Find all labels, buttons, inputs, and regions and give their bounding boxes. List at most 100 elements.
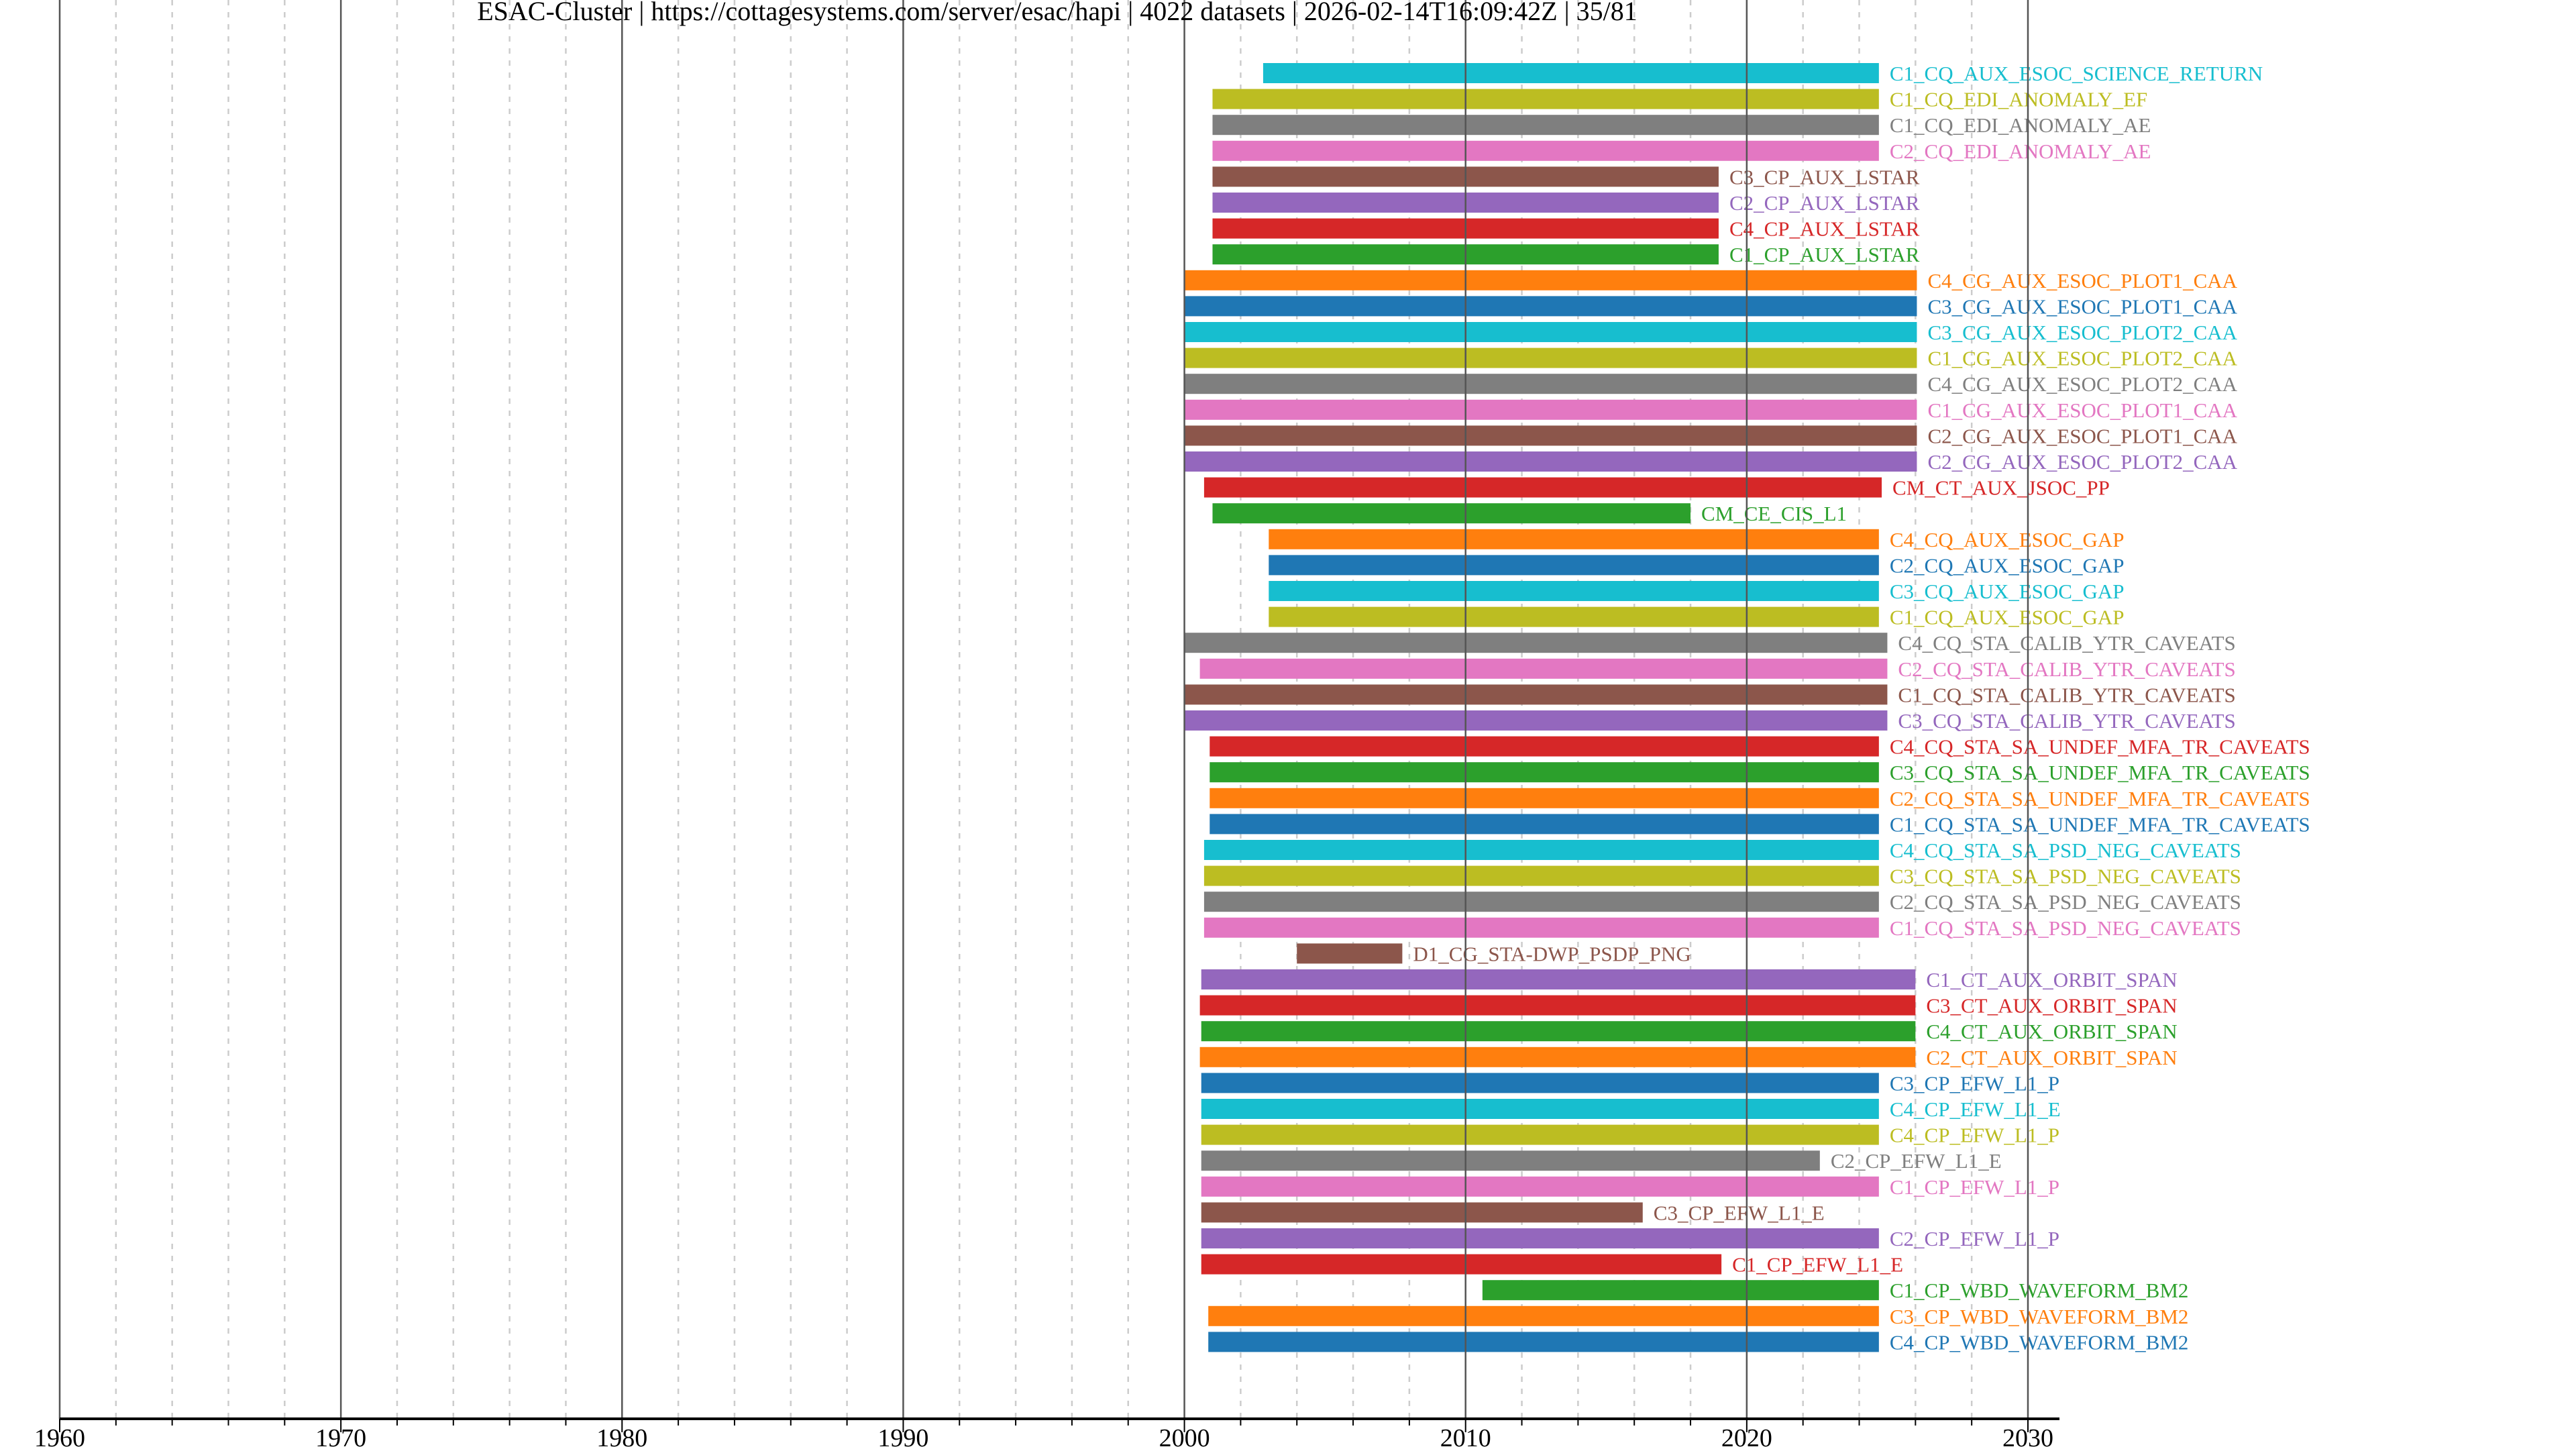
dataset-row[interactable]: C2_CP_EFW_L1_E — [1201, 1149, 2002, 1173]
dataset-bar[interactable] — [1184, 296, 1917, 317]
dataset-row[interactable]: C2_CQ_AUX_ESOC_GAP — [1269, 553, 2125, 577]
dataset-bar[interactable] — [1201, 1099, 1879, 1119]
dataset-bar[interactable] — [1210, 736, 1879, 757]
dataset-bar[interactable] — [1184, 270, 1917, 290]
dataset-bar[interactable] — [1269, 606, 1879, 627]
dataset-row[interactable]: C3_CQ_STA_SA_UNDEF_MFA_TR_CAVEATS — [1210, 761, 2310, 784]
dataset-bar[interactable] — [1208, 1332, 1879, 1352]
dataset-row[interactable]: C4_CP_EFW_L1_E — [1201, 1097, 2061, 1121]
dataset-bar[interactable] — [1269, 555, 1879, 576]
dataset-row[interactable]: C1_CP_AUX_LSTAR — [1212, 243, 1920, 266]
dataset-row[interactable]: C1_CG_AUX_ESOC_PLOT2_CAA — [1184, 347, 2238, 370]
dataset-row[interactable]: C3_CQ_STA_CALIB_YTR_CAVEATS — [1184, 709, 2236, 733]
dataset-row[interactable]: C4_CT_AUX_ORBIT_SPAN — [1201, 1020, 2178, 1043]
dataset-row[interactable]: C4_CQ_STA_SA_UNDEF_MFA_TR_CAVEATS — [1210, 735, 2310, 759]
dataset-bar[interactable] — [1184, 451, 1917, 472]
dataset-bar[interactable] — [1201, 969, 1916, 989]
dataset-bar[interactable] — [1199, 1046, 1916, 1067]
dataset-row[interactable]: C3_CG_AUX_ESOC_PLOT1_CAA — [1184, 294, 2238, 318]
dataset-bar[interactable] — [1269, 581, 1879, 601]
dataset-bar[interactable] — [1203, 477, 1882, 498]
dataset-bar[interactable] — [1184, 399, 1917, 420]
dataset-row[interactable]: C4_CP_AUX_LSTAR — [1212, 217, 1920, 241]
dataset-row[interactable]: C3_CG_AUX_ESOC_PLOT2_CAA — [1184, 321, 2238, 344]
dataset-bar[interactable] — [1201, 1254, 1722, 1275]
dataset-bar[interactable] — [1208, 1305, 1879, 1326]
dataset-row[interactable]: C1_CQ_STA_CALIB_YTR_CAVEATS — [1184, 683, 2236, 706]
dataset-row[interactable]: C1_CQ_STA_SA_UNDEF_MFA_TR_CAVEATS — [1210, 812, 2310, 836]
dataset-bar[interactable] — [1210, 788, 1879, 808]
dataset-bar[interactable] — [1212, 89, 1879, 109]
dataset-bar[interactable] — [1184, 425, 1917, 446]
dataset-bar[interactable] — [1482, 1280, 1879, 1301]
dataset-bar[interactable] — [1201, 1124, 1879, 1145]
dataset-bar[interactable] — [1184, 374, 1917, 394]
dataset-row[interactable]: C2_CG_AUX_ESOC_PLOT2_CAA — [1184, 450, 2238, 474]
dataset-label: C4_CQ_STA_CALIB_YTR_CAVEATS — [1898, 631, 2235, 655]
dataset-row[interactable]: C2_CQ_STA_SA_PSD_NEG_CAVEATS — [1203, 890, 2241, 914]
dataset-row[interactable]: C1_CP_EFW_L1_P — [1201, 1175, 2059, 1199]
dataset-row[interactable]: C2_CQ_EDI_ANOMALY_AE — [1212, 140, 2151, 163]
dataset-row[interactable]: C1_CP_WBD_WAVEFORM_BM2 — [1482, 1279, 2189, 1302]
dataset-row[interactable]: C3_CP_AUX_LSTAR — [1212, 165, 1920, 189]
dataset-row[interactable]: C3_CP_WBD_WAVEFORM_BM2 — [1208, 1305, 2188, 1328]
dataset-label: C2_CQ_STA_SA_PSD_NEG_CAVEATS — [1890, 890, 2241, 914]
dataset-bar[interactable] — [1199, 658, 1888, 679]
dataset-label: C1_CG_AUX_ESOC_PLOT1_CAA — [1927, 398, 2237, 422]
dataset-row[interactable]: C4_CG_AUX_ESOC_PLOT1_CAA — [1184, 269, 2238, 292]
dataset-bar[interactable] — [1212, 503, 1691, 524]
dataset-row[interactable]: C1_CQ_AUX_ESOC_SCIENCE_RETURN — [1263, 62, 2263, 85]
dataset-row[interactable]: C3_CQ_STA_SA_PSD_NEG_CAVEATS — [1203, 865, 2241, 888]
dataset-bar[interactable] — [1201, 1202, 1643, 1223]
dataset-bar[interactable] — [1210, 762, 1879, 783]
dataset-row[interactable]: C1_CQ_STA_SA_PSD_NEG_CAVEATS — [1203, 916, 2241, 940]
dataset-row[interactable]: C4_CQ_STA_CALIB_YTR_CAVEATS — [1184, 631, 2236, 655]
dataset-row[interactable]: C3_CQ_AUX_ESOC_GAP — [1269, 580, 2125, 603]
dataset-row[interactable]: C4_CQ_AUX_ESOC_GAP — [1269, 528, 2125, 551]
dataset-bar[interactable] — [1184, 710, 1888, 731]
dataset-row[interactable]: CM_CT_AUX_JSOC_PP — [1203, 476, 2110, 500]
dataset-bar[interactable] — [1201, 1073, 1879, 1093]
dataset-bar[interactable] — [1203, 917, 1879, 938]
dataset-bar[interactable] — [1210, 814, 1879, 835]
dataset-row[interactable]: C1_CQ_AUX_ESOC_GAP — [1269, 606, 2125, 629]
dataset-bar[interactable] — [1201, 1228, 1879, 1248]
dataset-row[interactable]: C3_CP_EFW_L1_E — [1201, 1201, 1825, 1224]
dataset-row[interactable]: C2_CP_AUX_LSTAR — [1212, 191, 1920, 215]
x-tick-label: 2030 — [2002, 1424, 2053, 1449]
dataset-bar[interactable] — [1184, 347, 1917, 368]
dataset-row[interactable]: C1_CG_AUX_ESOC_PLOT1_CAA — [1184, 398, 2238, 422]
dataset-row[interactable]: C2_CP_EFW_L1_P — [1201, 1227, 2059, 1250]
dataset-row[interactable]: CM_CE_CIS_L1 — [1212, 502, 1847, 525]
dataset-row[interactable]: C2_CQ_STA_SA_UNDEF_MFA_TR_CAVEATS — [1210, 787, 2310, 810]
dataset-bar[interactable] — [1203, 840, 1879, 860]
dataset-bar[interactable] — [1184, 684, 1888, 705]
dataset-bar[interactable] — [1269, 529, 1879, 549]
dataset-row[interactable]: C4_CQ_STA_SA_PSD_NEG_CAVEATS — [1203, 839, 2241, 862]
dataset-row[interactable]: C2_CG_AUX_ESOC_PLOT1_CAA — [1184, 424, 2238, 447]
dataset-row[interactable]: C2_CT_AUX_ORBIT_SPAN — [1199, 1046, 2178, 1069]
dataset-bar[interactable] — [1203, 892, 1879, 912]
dataset-row[interactable]: C4_CG_AUX_ESOC_PLOT2_CAA — [1184, 372, 2238, 396]
dataset-row[interactable]: C1_CQ_EDI_ANOMALY_AE — [1212, 113, 2151, 137]
dataset-row[interactable]: C2_CQ_STA_CALIB_YTR_CAVEATS — [1199, 657, 2236, 681]
dataset-bar[interactable] — [1201, 1021, 1916, 1042]
dataset-row[interactable]: C1_CP_EFW_L1_E — [1201, 1253, 1903, 1277]
dataset-row[interactable]: C1_CT_AUX_ORBIT_SPAN — [1201, 968, 2178, 991]
dataset-row[interactable]: C3_CT_AUX_ORBIT_SPAN — [1199, 994, 2178, 1018]
dataset-bar[interactable] — [1184, 322, 1917, 342]
dataset-bar[interactable] — [1212, 115, 1879, 136]
dataset-bar[interactable] — [1201, 1176, 1879, 1197]
dataset-bar[interactable] — [1199, 995, 1916, 1016]
dataset-bar[interactable] — [1203, 865, 1879, 886]
dataset-bar[interactable] — [1201, 1150, 1820, 1171]
dataset-row[interactable]: C3_CP_EFW_L1_P — [1201, 1071, 2059, 1095]
dataset-row[interactable]: C4_CP_WBD_WAVEFORM_BM2 — [1208, 1330, 2188, 1354]
dataset-row[interactable]: D1_CG_STA-DWP_PSDP_PNG — [1297, 942, 1691, 965]
dataset-bar[interactable] — [1184, 633, 1888, 653]
dataset-bar[interactable] — [1263, 63, 1879, 83]
dataset-row[interactable]: C4_CP_EFW_L1_P — [1201, 1124, 2059, 1147]
dataset-bar[interactable] — [1212, 140, 1879, 161]
dataset-bar[interactable] — [1297, 943, 1403, 964]
dataset-row[interactable]: C1_CQ_EDI_ANOMALY_EF — [1212, 88, 2147, 111]
